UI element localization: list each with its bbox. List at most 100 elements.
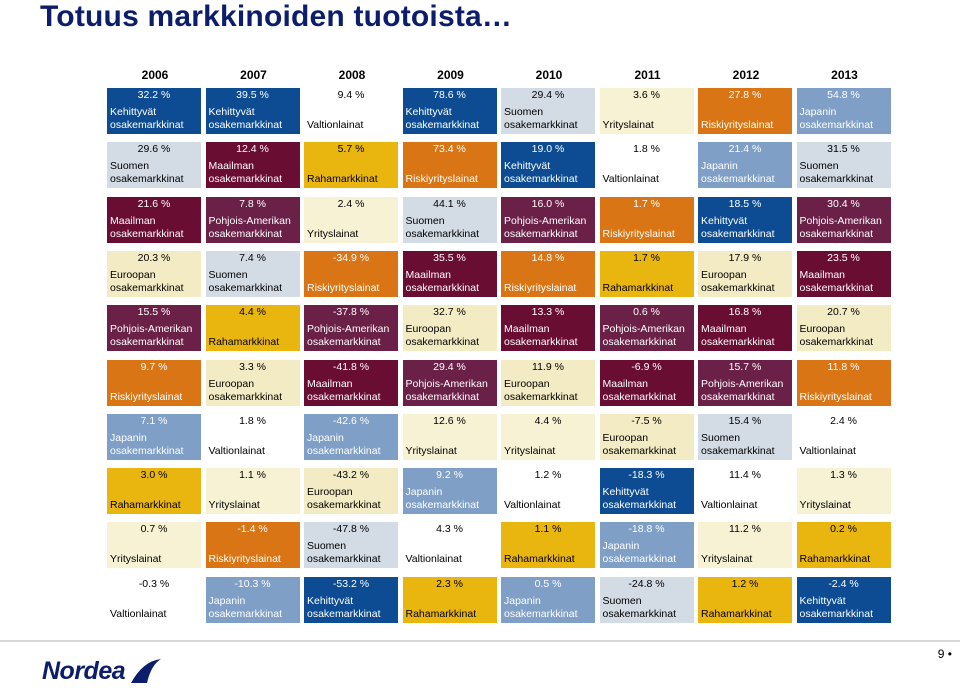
asset-class-label: Riskiyrityslainat [504,281,577,294]
return-value: 1.2 % [731,577,759,590]
return-value: 29.4 % [433,360,466,373]
return-cell: 3.0 % Rahamarkkinat [107,468,201,515]
asset-class-label: Euroopan osakemarkkinat [701,268,775,294]
return-value: 3.0 % [140,469,168,482]
footer-divider [0,640,960,642]
return-cell: 3.3 % Euroopan osakemarkkinat [205,359,300,406]
return-cell: 29.6 % Suomen osakemarkkinat [107,142,201,189]
asset-class-label: Euroopan osakemarkkinat [504,377,578,403]
return-cell: 2.3 % Rahamarkkinat [402,576,497,623]
return-value: 15.7 % [728,360,762,373]
return-value: 11.8 % [827,360,860,373]
return-cell: -41.8 % Maailman osakemarkkinat [304,359,398,406]
asset-class-label: Suomen osakemarkkinat [110,160,184,186]
return-value: 16.0 % [531,197,565,210]
return-value: -42.6 % [332,414,370,427]
asset-class-label: Suomen osakemarkkinat [799,160,874,186]
return-value: 1.3 % [830,469,857,482]
year-header: 2012 [732,68,760,82]
asset-class-label: Maailman osakemarkkinat [208,160,283,186]
asset-class-label: Suomen osakemarkkinat [602,594,677,620]
asset-class-label: Rahamarkkinat [701,607,772,620]
return-value: -47.8 % [332,523,370,536]
year-header: 2008 [338,68,366,82]
asset-class-label: Pohjois-Amerikan osakemarkkinat [405,377,488,403]
asset-class-label: Pohjois-Amerikan osakemarkkinat [307,323,390,349]
asset-class-label: Kehittyvät osakemarkkinat [602,486,677,512]
asset-class-label: Euroopan osakemarkkinat [405,323,480,349]
asset-class-label: Pohjois-Amerikan osakemarkkinat [602,323,685,349]
asset-class-label: Maailman osakemarkkinat [602,377,677,403]
logo-text: Nordea [42,656,126,685]
return-cell: 23.5 % Maailman osakemarkkinat [796,250,891,297]
return-cell: 1.1 % Rahamarkkinat [501,522,595,569]
return-cell: 27.8 % Riskiyrityslainat [698,88,792,134]
asset-class-label: Maailman osakemarkkinat [504,323,578,349]
asset-class-label: Pohjois-Amerikan osakemarkkinat [208,214,291,240]
year-header: 2013 [831,68,858,82]
return-value: 2.4 % [337,197,365,210]
return-value: 11.9 % [532,360,564,373]
asset-class-label: Suomen osakemarkkinat [701,431,775,457]
return-cell: 21.6 % Maailman osakemarkkinat [107,196,201,243]
return-cell: -37.8 % Pohjois-Amerikan osakemarkkinat [304,305,398,352]
return-value: 0.5 % [534,577,562,590]
return-cell: 15.5 % Pohjois-Amerikan osakemarkkinat [107,305,201,352]
return-cell: 20.7 % Euroopan osakemarkkinat [796,305,891,352]
return-value: 1.8 % [239,414,266,427]
asset-class-label: Valtionlainat [504,499,561,512]
return-cell: -47.8 % Suomen osakemarkkinat [304,522,398,569]
asset-class-label: Valtionlainat [602,173,659,186]
return-value: 9.2 % [436,469,463,482]
return-value: 17.9 % [728,251,762,264]
nordea-logo: Nordea [42,656,163,686]
asset-class-label: Japanin osakemarkkinat [701,160,775,186]
return-value: 20.3 % [137,251,171,264]
asset-class-label: Rahamarkkinat [799,553,871,566]
asset-class-label: Euroopan osakemarkkinat [110,268,184,294]
asset-class-label: Yrityslainat [799,499,851,512]
asset-class-label: Japanin osakemarkkinat [799,106,874,131]
return-value: 5.7 % [337,143,365,156]
return-cell: 1.2 % Valtionlainat [501,468,595,515]
asset-class-label: Kehittyvät osakemarkkinat [307,594,381,620]
asset-class-label: Japanin osakemarkkinat [504,594,578,620]
return-value: -0.3 % [138,577,170,590]
return-cell: 7.8 % Pohjois-Amerikan osakemarkkinat [205,196,300,243]
asset-class-label: Euroopan osakemarkkinat [307,486,381,512]
return-cell: -7.5 % Euroopan osakemarkkinat [599,413,694,460]
asset-class-label: Valtionlainat [208,444,265,457]
return-value: 73.4 % [433,143,466,156]
return-cell: 29.4 % Suomen osakemarkkinat [501,88,595,134]
asset-class-label: Euroopan osakemarkkinat [602,431,677,457]
return-value: 14.8 % [531,251,565,264]
asset-class-label: Suomen osakemarkkinat [208,268,283,294]
return-value: 29.6 % [137,143,171,156]
asset-class-label: Japanin osakemarkkinat [208,594,283,620]
return-cell: 11.2 % Yrityslainat [698,522,792,569]
return-cell: 54.8 % Japanin osakemarkkinat [796,88,891,134]
return-value: 39.5 % [236,89,269,101]
year-header: 2009 [437,68,464,82]
asset-class-label: Kehittyvät osakemarkkinat [405,106,480,131]
return-value: -18.3 % [628,469,665,482]
asset-class-label: Pohjois-Amerikan osakemarkkinat [504,214,587,240]
return-cell: 44.1 % Suomen osakemarkkinat [402,196,497,243]
return-value: 21.6 % [137,197,171,210]
return-cell: -10.3 % Japanin osakemarkkinat [205,576,300,623]
asset-class-label: Yrityslainat [405,444,457,457]
asset-class-label: Suomen osakemarkkinat [405,214,480,240]
return-value: -53.2 % [332,577,370,590]
return-value: 20.7 % [827,306,860,319]
return-cell: 5.7 % Rahamarkkinat [304,142,398,189]
asset-class-label: Yrityslainat [701,553,753,566]
return-cell: 13.3 % Maailman osakemarkkinat [501,305,595,352]
return-cell: 16.0 % Pohjois-Amerikan osakemarkkinat [501,196,595,243]
return-value: -2.4 % [828,577,859,590]
asset-class-label: Rahamarkkinat [602,281,674,294]
asset-class-label: Kehittyvät osakemarkkinat [208,106,283,131]
return-cell: 11.9 % Euroopan osakemarkkinat [501,359,595,406]
return-value: 4.3 % [436,523,463,536]
return-cell: 0.5 % Japanin osakemarkkinat [501,576,595,623]
return-cell: 30.4 % Pohjois-Amerikan osakemarkkinat [796,196,891,243]
